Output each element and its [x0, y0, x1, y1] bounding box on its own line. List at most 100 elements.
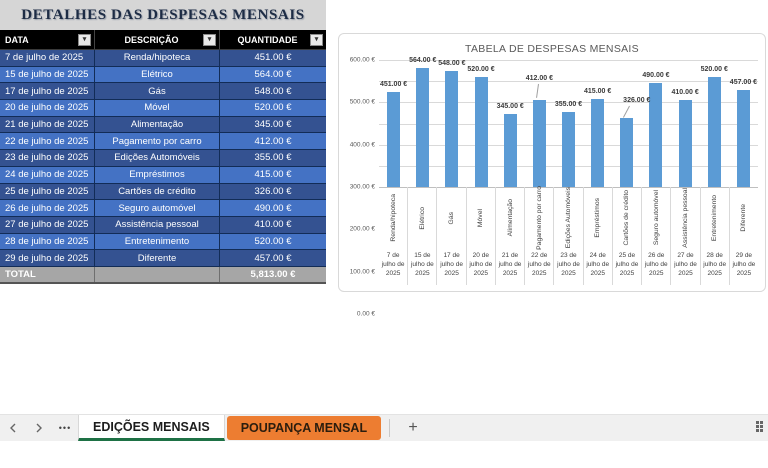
cell-amount[interactable]: 520.00 €	[220, 100, 326, 117]
cell-description[interactable]: Assistência pessoal	[95, 216, 220, 234]
sheet-list-ellipsis-icon[interactable]: •••	[58, 423, 72, 433]
filter-dropdown-icon[interactable]: ▾	[203, 33, 216, 46]
filter-dropdown-icon[interactable]: ▾	[78, 33, 91, 46]
chart-bars	[379, 60, 758, 187]
sheet-nav-right-icon[interactable]	[26, 415, 52, 441]
cell-date[interactable]: 23 de julho de 2025	[0, 150, 95, 167]
cell-date[interactable]: 25 de julho de 2025	[0, 183, 95, 201]
cell-amount[interactable]: 345.00 €	[220, 117, 326, 134]
cell-description[interactable]: Renda/hipoteca	[95, 50, 220, 67]
cell-description[interactable]: Alimentação	[95, 116, 220, 134]
category-date-label: 27 de julho de 2025	[674, 252, 697, 277]
category-date-label: 29 de julho de 2025	[732, 252, 756, 277]
table-row[interactable]: 25 de julho de 2025 Cartões de crédito 326…	[0, 183, 326, 201]
table-row[interactable]: 29 de julho de 2025 Diferente 457.00 €	[0, 250, 326, 267]
cell-description[interactable]: Edições Automóveis	[95, 150, 220, 167]
table-row[interactable]: 20 de julho de 2025 Móvel 520.00 €	[0, 100, 326, 117]
bar[interactable]	[649, 83, 663, 187]
cell-amount[interactable]: 326.00 €	[220, 184, 326, 201]
cell-description[interactable]: Entretenimento	[95, 233, 220, 251]
bar-data-label: 451.00 €	[379, 80, 408, 88]
cell-date[interactable]: 15 de julho de 2025	[0, 66, 95, 84]
cell-description[interactable]: Empréstimos	[95, 166, 220, 184]
expenses-bar-chart[interactable]: TABELA DE DESPESAS MENSAIS 0.00 € 100.00 …	[338, 33, 766, 318]
sheet-nav-left-icon[interactable]	[0, 415, 26, 441]
category-date-label: 28 de julho de 2025	[703, 252, 727, 277]
table-row[interactable]: 23 de julho de 2025 Edições Automóveis 355…	[0, 150, 326, 167]
sheet-tab-bar: ••• EDIÇÕES MENSAIS POUPANÇA MENSAL +	[0, 414, 768, 441]
table-row[interactable]: 28 de julho de 2025 Entretenimento 520.00 …	[0, 233, 326, 251]
bar[interactable]	[620, 118, 634, 187]
cell-amount[interactable]: 415.00 €	[220, 167, 326, 184]
bar[interactable]	[591, 99, 605, 187]
cell-amount[interactable]: 490.00 €	[220, 200, 326, 217]
total-row[interactable]: TOTAL 5,813.00 €	[0, 266, 326, 284]
cell-amount[interactable]: 451.00 €	[220, 50, 326, 67]
cell-amount[interactable]: 355.00 €	[220, 150, 326, 167]
cell-description[interactable]: Cartões de crédito	[95, 183, 220, 201]
table-row[interactable]: 27 de julho de 2025 Assistência pessoal 41…	[0, 216, 326, 234]
table-row[interactable]: 26 de julho de 2025 Seguro automóvel 490.0…	[0, 200, 326, 217]
cell-amount[interactable]: 564.00 €	[220, 67, 326, 84]
x-axis-category: Seguro automóvel 26 de julho de 2025	[641, 187, 670, 285]
table-row[interactable]: 15 de julho de 2025 Elétrico 564.00 €	[0, 66, 326, 84]
table-row[interactable]: 22 de julho de 2025 Pagamento por carro 41…	[0, 133, 326, 151]
bar[interactable]	[678, 100, 692, 187]
cell-description[interactable]: Móvel	[95, 100, 220, 117]
cell-date[interactable]: 28 de julho de 2025	[0, 233, 95, 251]
bar-data-label: 520.00 €	[467, 65, 495, 73]
bar-data-label: 548.00 €	[438, 60, 466, 67]
bar[interactable]	[416, 67, 430, 187]
cell-amount[interactable]: 412.00 €	[220, 133, 326, 151]
table-row[interactable]: 24 de julho de 2025 Empréstimos 415.00 €	[0, 166, 326, 184]
y-axis-tick-label: 400.00 €	[349, 141, 375, 149]
tab-poupanca-mensal[interactable]: POUPANÇA MENSAL	[226, 416, 382, 440]
gridline: 500.00 €	[350, 81, 758, 106]
cell-date[interactable]: 29 de julho de 2025	[0, 250, 95, 267]
cell-description[interactable]: Diferente	[95, 250, 220, 267]
cell-amount[interactable]: 548.00 €	[220, 83, 326, 101]
cell-description[interactable]: Seguro automóvel	[95, 200, 220, 217]
cell-date[interactable]: 17 de julho de 2025	[0, 83, 95, 101]
bar[interactable]	[474, 76, 488, 187]
tab-edicoes-mensais[interactable]: EDIÇÕES MENSAIS	[78, 415, 225, 441]
cell-amount[interactable]: 410.00 €	[220, 217, 326, 234]
cell-description[interactable]: Pagamento por carro	[95, 133, 220, 151]
table-row[interactable]: 21 de julho de 2025 Alimentação 345.00 €	[0, 116, 326, 134]
filter-dropdown-icon[interactable]: ▾	[310, 33, 323, 46]
category-name-label: Cartões de crédito	[623, 190, 631, 246]
bar-data-label: 457.00 €	[729, 79, 758, 87]
cell-date[interactable]: 20 de julho de 2025	[0, 100, 95, 117]
category-date-label: 26 de julho de 2025	[644, 252, 668, 277]
cell-date[interactable]: 7 de julho de 2025	[0, 50, 95, 67]
cell-date[interactable]: 21 de julho de 2025	[0, 116, 95, 134]
cell-amount[interactable]: 457.00 €	[220, 250, 326, 267]
cell-description[interactable]: Gás	[95, 83, 220, 101]
category-name-label: Assistência pessoal	[681, 188, 689, 248]
spreadsheet-canvas[interactable]: DETALHES DAS DESPESAS MENSAIS DATA ▾ DES…	[0, 0, 768, 441]
table-row[interactable]: 17 de julho de 2025 Gás 548.00 €	[0, 83, 326, 101]
bar[interactable]	[387, 91, 401, 187]
column-header-quantidade[interactable]: QUANTIDADE ▾	[220, 30, 326, 49]
cell-date[interactable]: 22 de julho de 2025	[0, 133, 95, 151]
expense-table-body: 7 de julho de 2025 Renda/hipoteca 451.00 €…	[0, 50, 326, 267]
grid-handle-icon[interactable]	[756, 419, 763, 437]
bar[interactable]	[503, 113, 517, 187]
bar[interactable]	[736, 90, 750, 187]
cell-description[interactable]: Elétrico	[95, 66, 220, 84]
table-row[interactable]: 7 de julho de 2025 Renda/hipoteca 451.00 €	[0, 50, 326, 67]
cell-date[interactable]: 26 de julho de 2025	[0, 200, 95, 217]
add-sheet-button[interactable]: +	[408, 419, 418, 436]
table-header-row: DATA ▾ DESCRIÇÃO ▾ QUANTIDADE ▾	[0, 30, 326, 50]
bar[interactable]	[562, 111, 576, 187]
column-header-descricao[interactable]: DESCRIÇÃO ▾	[95, 30, 220, 49]
cell-amount[interactable]: 520.00 €	[220, 234, 326, 251]
gridline: 600.00 €	[350, 57, 758, 64]
cell-date[interactable]: 27 de julho de 2025	[0, 216, 95, 234]
y-axis-tick-label: 200.00 €	[349, 225, 375, 233]
cell-date[interactable]: 24 de julho de 2025	[0, 166, 95, 184]
bar[interactable]	[532, 99, 546, 187]
column-header-data[interactable]: DATA ▾	[0, 30, 95, 49]
bar[interactable]	[445, 71, 459, 187]
bar[interactable]	[707, 76, 721, 187]
